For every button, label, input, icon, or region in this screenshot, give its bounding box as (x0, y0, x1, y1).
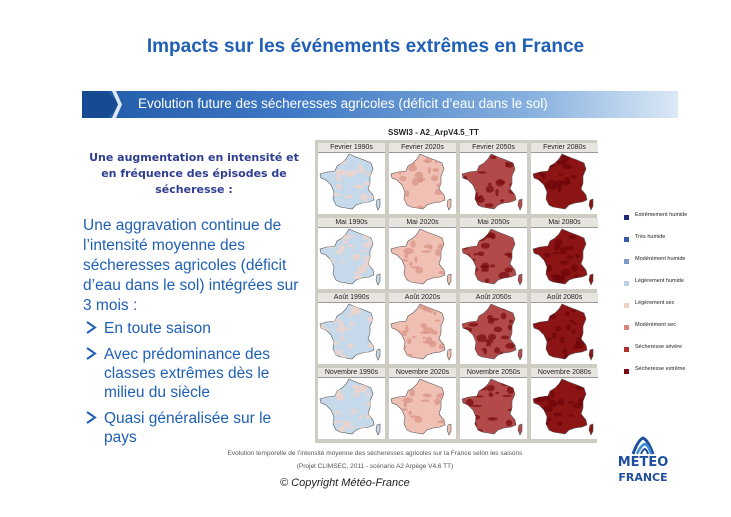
map-panel: Novembre 2080s (531, 368, 598, 439)
map-panel-label: Mai 2080s (531, 218, 598, 228)
legend-item: Modérément humide (624, 256, 704, 278)
bullet-text: En toute saison (104, 320, 211, 337)
section-banner: Evolution future des sécheresses agricol… (82, 91, 678, 118)
legend-label: Légèrement sec (635, 300, 675, 306)
legend-item: Légèrement humide (624, 278, 704, 300)
logo-waves-icon (631, 436, 655, 455)
map-panel-label: Mai 1990s (318, 218, 385, 228)
legend-swatch (624, 347, 629, 352)
logo-line-2: FRANCE (618, 471, 668, 484)
france-map (390, 228, 452, 286)
map-panel-label: Mai 2020s (389, 218, 456, 228)
map-panel-label: Août 2080s (531, 293, 598, 303)
map-panel-label: Novembre 1990s (318, 368, 385, 378)
legend-item: Extrêmement humide (624, 212, 704, 234)
map-panel-label: Août 2020s (389, 293, 456, 303)
france-map (319, 228, 381, 286)
legend-swatch (624, 237, 629, 242)
legend-swatch (624, 215, 629, 220)
map-panel-label: Novembre 2050s (460, 368, 527, 378)
meteo-france-logo: METEO FRANCE (607, 434, 679, 488)
figure-caption: Evolution temporelle de l’intensité moye… (150, 447, 600, 473)
arrow-bullet-icon (86, 347, 97, 360)
map-panel: Fevrier 1990s (318, 143, 385, 214)
map-panel-label: Novembre 2080s (531, 368, 598, 378)
figure-title: SSWI3 - A2_ArpV4.5_TT (388, 128, 479, 137)
map-panel: Novembre 1990s (318, 368, 385, 439)
france-map (532, 378, 594, 436)
legend-swatch (624, 281, 629, 286)
map-panel-label: Fevrier 2080s (531, 143, 598, 153)
legend-item: Sécheresse extrême (624, 366, 704, 388)
map-panel: Août 2080s (531, 293, 598, 364)
bullet-text: Avec prédominance des classes extrêmes d… (104, 346, 271, 401)
legend-swatch (624, 369, 629, 374)
logo-line-1: METEO (617, 455, 669, 470)
map-panel: Mai 1990s (318, 218, 385, 289)
map-panel-label: Fevrier 2020s (389, 143, 456, 153)
map-panel: Mai 2080s (531, 218, 598, 289)
france-map (319, 378, 381, 436)
legend-label: Modérément humide (635, 256, 686, 262)
france-map (461, 303, 523, 361)
map-panel: Novembre 2020s (389, 368, 456, 439)
france-map (532, 303, 594, 361)
france-map (461, 378, 523, 436)
map-panel-label: Mai 2050s (460, 218, 527, 228)
figure-legend: Extrêmement humide Très humide Modérément … (624, 212, 704, 388)
map-panel: Novembre 2050s (460, 368, 527, 439)
page-title: Impacts sur les événements extrêmes en F… (146, 36, 585, 57)
map-panel: Mai 2020s (389, 218, 456, 289)
list-item: En toute saison (83, 319, 308, 338)
france-map (390, 303, 452, 361)
map-panel: Fevrier 2050s (460, 143, 527, 214)
legend-label: Extrêmement humide (635, 212, 688, 218)
list-item: Quasi généralisée sur le pays (83, 409, 308, 447)
map-panel-label: Fevrier 2050s (460, 143, 527, 153)
arrow-bullet-icon (86, 411, 97, 424)
copyright-text: © Copyright Météo-France (280, 477, 410, 489)
map-panel: Août 2050s (460, 293, 527, 364)
legend-item: Très humide (624, 234, 704, 256)
map-panel-label: Fevrier 1990s (318, 143, 385, 153)
france-map (319, 153, 381, 211)
drought-map-figure: Fevrier 1990s Fevrier 2020s Fevrier 2050s F… (315, 140, 598, 443)
legend-swatch (624, 325, 629, 330)
caption-line-1: Evolution temporelle de l’intensité moye… (227, 450, 523, 457)
legend-item: Sécheresse sévère (624, 344, 704, 366)
banner-chevron-icon (82, 91, 122, 118)
bullet-text: Quasi généralisée sur le pays (104, 410, 272, 446)
map-panel: Août 2020s (389, 293, 456, 364)
legend-item: Modérément sec (624, 322, 704, 344)
arrow-bullet-icon (86, 321, 97, 334)
map-panel: Fevrier 2080s (531, 143, 598, 214)
caption-line-2: (Projet CLIMSEC, 2011 - scénario A2 Arpè… (296, 463, 454, 470)
france-map (319, 303, 381, 361)
list-item: Avec prédominance des classes extrêmes d… (83, 345, 308, 402)
banner-text: Evolution future des sécheresses agricol… (138, 96, 548, 111)
legend-label: Légèrement humide (635, 278, 684, 284)
legend-label: Modérément sec (635, 322, 676, 328)
legend-label: Sécheresse extrême (635, 366, 686, 372)
legend-item: Légèrement sec (624, 300, 704, 322)
map-panel: Fevrier 2020s (389, 143, 456, 214)
bullet-list: En toute saison Avec prédominance des cl… (83, 319, 308, 454)
france-map (461, 228, 523, 286)
legend-swatch (624, 303, 629, 308)
legend-label: Sécheresse sévère (635, 344, 683, 350)
intro-heading: Une augmentation en intensité et en fréq… (89, 151, 299, 196)
legend-label: Très humide (635, 234, 666, 240)
france-map (390, 378, 452, 436)
main-paragraph: Une aggravation continue de l’intensité … (83, 217, 299, 314)
france-map (532, 228, 594, 286)
legend-swatch (624, 259, 629, 264)
map-panel-label: Août 2050s (460, 293, 527, 303)
map-panel: Mai 2050s (460, 218, 527, 289)
map-panel-label: Novembre 2020s (389, 368, 456, 378)
france-map (461, 153, 523, 211)
france-map (532, 153, 594, 211)
map-panel: Août 1990s (318, 293, 385, 364)
map-panel-label: Août 1990s (318, 293, 385, 303)
france-map (390, 153, 452, 211)
